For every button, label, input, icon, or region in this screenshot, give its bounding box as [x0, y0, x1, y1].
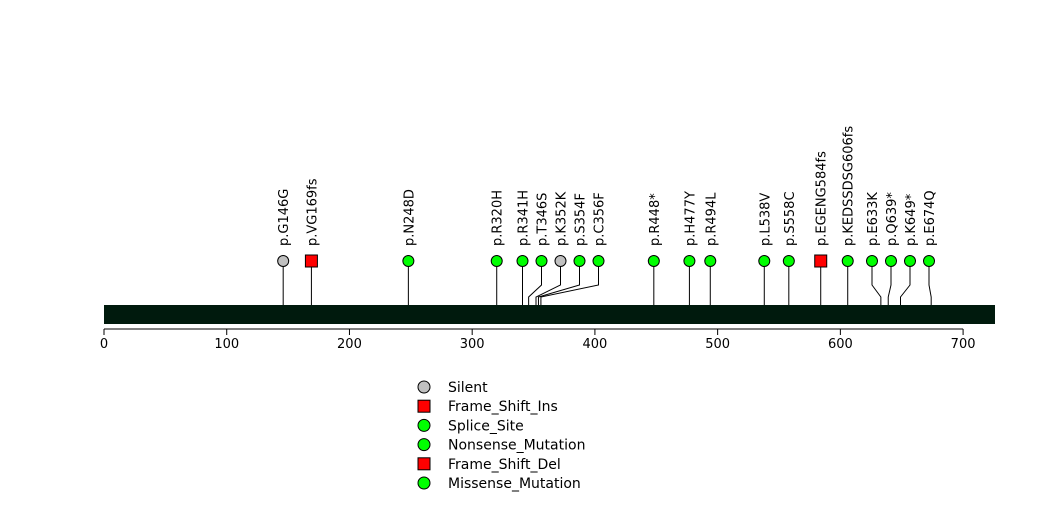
mutation-label: p.S558C [783, 191, 798, 246]
mutation-marker [866, 255, 878, 267]
x-tick-label: 0 [100, 337, 108, 352]
mutation-marker [647, 255, 660, 267]
mutation-label: p.C356F [593, 192, 608, 246]
mutation-label: p.H477Y [683, 191, 698, 246]
legend-marker [417, 380, 431, 394]
mutation-label: p.L538V [758, 193, 773, 246]
mutation-label: p.K352K [555, 191, 570, 246]
mutation-label: p.R494L [704, 192, 719, 246]
mutation-label: p.KEDSSDSG606fs [842, 126, 857, 246]
mutation-label: p.K649* [904, 193, 919, 246]
mutation-marker [573, 255, 586, 267]
legend-label: Missense_Mutation [448, 476, 581, 492]
mutation-label: p.N248D [402, 189, 417, 246]
legend-marker [417, 418, 431, 432]
mutation-marker [841, 255, 854, 267]
mutation-marker [782, 255, 795, 267]
legend-marker [417, 476, 431, 490]
mutation-marker [554, 255, 567, 267]
x-tick-label: 100 [214, 337, 239, 352]
legend-label: Frame_Shift_Del [448, 457, 561, 473]
mutation-marker [535, 255, 548, 267]
mutation-marker [277, 255, 290, 267]
mutation-marker [592, 255, 605, 267]
mutation-label: p.R320H [491, 190, 506, 246]
mutation-marker [490, 255, 503, 267]
legend-marker [417, 399, 431, 413]
mutation-label: p.T346S [536, 193, 551, 246]
mutation-label: p.R448* [648, 193, 663, 246]
legend-label: Frame_Shift_Ins [448, 399, 558, 415]
mutation-label: p.S354F [574, 193, 589, 246]
mutation-label: p.Q639* [885, 192, 900, 246]
protein-bar [104, 305, 995, 324]
legend-marker [417, 457, 431, 471]
x-axis: 0 100 200 300 400 500 600 700 [100, 328, 976, 352]
legend-label: Nonsense_Mutation [448, 438, 585, 454]
x-tick-label: 300 [460, 337, 485, 352]
mutation-marker [683, 255, 696, 267]
mutation-marker [814, 254, 828, 268]
mutation-label: p.EGENG584fs [815, 151, 830, 246]
legend: Silent Frame_Shift_Ins Splice_Site Nonsense… [417, 380, 585, 492]
x-tick-label: 500 [705, 337, 730, 352]
mutation-label: p.E633K [866, 192, 881, 246]
legend-label: Splice_Site [448, 418, 524, 434]
mutation-label: p.G146G [277, 189, 292, 246]
mutation-marker [923, 255, 935, 267]
x-tick-label: 400 [582, 337, 607, 352]
mutation-marker [904, 255, 916, 267]
mutation-marker [304, 254, 318, 268]
legend-label: Silent [448, 380, 488, 396]
legend-marker [417, 438, 431, 452]
mutation-label: p.E674Q [923, 190, 938, 246]
mutation-marker [885, 255, 897, 267]
mutation-label: p.R341H [517, 190, 532, 246]
mutation-marker [704, 255, 717, 267]
mutation-marker [402, 255, 415, 267]
mutation-label: p.VG169fs [305, 178, 320, 246]
mutation-labels: p.G146G p.VG169fs p.N248D p.R320H p.R341H p.T… [277, 126, 938, 246]
mutation-markers [277, 254, 935, 268]
x-tick-label: 700 [951, 337, 976, 352]
x-tick-label: 600 [828, 337, 853, 352]
x-tick-label: 200 [337, 337, 362, 352]
mutation-marker [758, 255, 771, 267]
mutation-marker [516, 255, 529, 267]
